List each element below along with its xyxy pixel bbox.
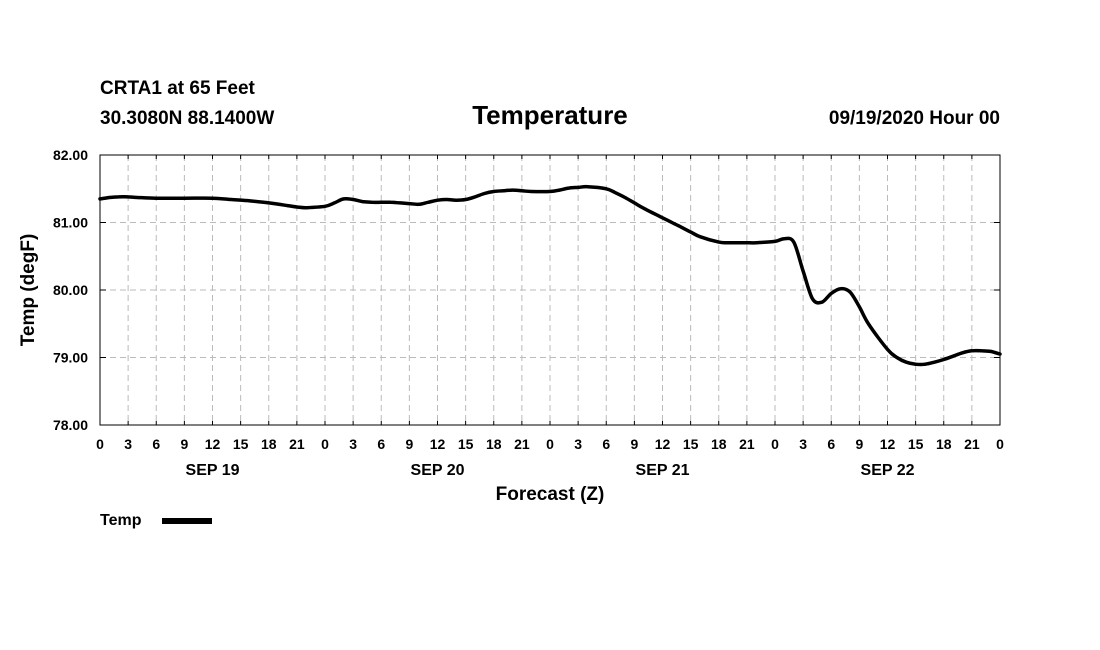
x-tick-labels: 0 3 6 9 12 15 18 21 0 3 6 9 12 15 18 21 0 3 6 9 12 15 18 21 0 3 6 9… — [96, 436, 1004, 452]
x-tick-label: 9 — [855, 436, 863, 452]
x-tick-label: 6 — [827, 436, 835, 452]
datetime-label: 09/19/2020 Hour 00 — [829, 108, 1000, 129]
x-tick-label: 15 — [908, 436, 924, 452]
y-tick-label: 79.00 — [53, 350, 88, 366]
x-tick-label: 21 — [739, 436, 755, 452]
x-tick-label: 0 — [546, 436, 554, 452]
day-labels: SEP 19 SEP 20 SEP 21 SEP 22 — [186, 462, 915, 479]
x-tick-label: 12 — [655, 436, 671, 452]
coords-label: 30.3080N 88.1400W — [100, 108, 274, 129]
x-tick-label: 9 — [180, 436, 188, 452]
x-tick-label: 21 — [964, 436, 980, 452]
x-tick-label: 6 — [377, 436, 385, 452]
x-tick-label: 12 — [205, 436, 221, 452]
tick-marks — [99, 154, 1001, 426]
x-tick-label: 18 — [486, 436, 502, 452]
x-tick-label: 3 — [349, 436, 357, 452]
chart-title: Temperature — [472, 100, 628, 130]
x-tick-label: 9 — [405, 436, 413, 452]
x-tick-label: 15 — [683, 436, 699, 452]
x-tick-label: 12 — [430, 436, 446, 452]
x-tick-label: 12 — [880, 436, 896, 452]
station-label: CRTA1 at 65 Feet — [100, 78, 256, 99]
x-tick-label: 3 — [574, 436, 582, 452]
x-tick-label: 18 — [711, 436, 727, 452]
series-line-temp — [98, 184, 1002, 367]
x-tick-label: 6 — [152, 436, 160, 452]
x-tick-label: 0 — [996, 436, 1004, 452]
grid — [100, 155, 1000, 425]
day-label: SEP 22 — [861, 462, 915, 479]
x-axis-title: Forecast (Z) — [496, 484, 605, 505]
x-tick-label: 3 — [124, 436, 132, 452]
y-tick-label: 78.00 — [53, 417, 88, 433]
y-tick-label: 80.00 — [53, 282, 88, 298]
x-tick-label: 3 — [799, 436, 807, 452]
y-tick-label: 82.00 — [53, 147, 88, 163]
x-tick-label: 18 — [261, 436, 277, 452]
x-tick-label: 6 — [602, 436, 610, 452]
x-tick-label: 21 — [289, 436, 305, 452]
y-tick-label: 81.00 — [53, 215, 88, 231]
legend: Temp — [100, 512, 212, 529]
day-label: SEP 19 — [186, 462, 240, 479]
x-tick-label: 18 — [936, 436, 952, 452]
legend-label-temp: Temp — [100, 512, 142, 529]
day-label: SEP 20 — [411, 462, 465, 479]
day-label: SEP 21 — [636, 462, 690, 479]
x-tick-label: 15 — [458, 436, 474, 452]
y-axis-title: Temp (degF) — [18, 234, 39, 347]
plot-frame — [99, 154, 1001, 426]
y-tick-labels: 78.00 79.00 80.00 81.00 82.00 — [53, 147, 88, 433]
x-tick-label: 0 — [321, 436, 329, 452]
x-tick-label: 0 — [771, 436, 779, 452]
x-tick-label: 15 — [233, 436, 249, 452]
x-tick-label: 21 — [514, 436, 530, 452]
x-tick-label: 0 — [96, 436, 104, 452]
x-tick-label: 9 — [630, 436, 638, 452]
